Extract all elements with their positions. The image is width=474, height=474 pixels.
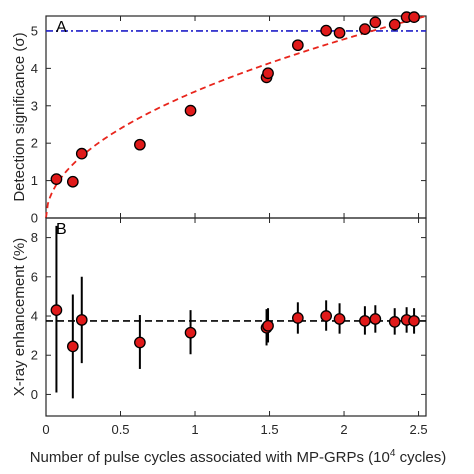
panel-a-frame (45, 15, 427, 219)
data-point-b (184, 326, 197, 339)
panel-a-ticks: 0 1 2 3 4 5 (31, 16, 426, 226)
x-tick-label: 2 (340, 422, 347, 437)
panel-a-lines (45, 15, 427, 219)
x-axis-title-exponent: 4 (390, 448, 396, 459)
x-axis-title-main: Number of pulse cycles associated with M… (30, 449, 390, 466)
panel-a-label: A (56, 19, 67, 36)
data-point-b (75, 314, 88, 326)
data-point-b (333, 313, 346, 325)
panel-b-ticks: 0 2 4 6 8 0 0.5 1 1.5 2 2.5 (31, 218, 428, 437)
y-tick-label-a: 4 (31, 61, 38, 76)
data-point-a (388, 18, 401, 31)
x-tick-label: 1 (191, 422, 198, 437)
y-tick-label-a: 3 (31, 98, 38, 113)
y-tick-label-a: 2 (31, 136, 38, 151)
y-axis-title-a: Detection significance (σ) (11, 32, 28, 201)
data-point-a (320, 24, 333, 37)
data-point-b (134, 336, 146, 349)
data-point-a (359, 23, 371, 35)
y-tick-label-b: 2 (31, 348, 38, 363)
data-point-a (291, 39, 304, 52)
panel-a: 0 1 2 3 4 5 A (31, 11, 427, 226)
fit-curve (45, 15, 427, 219)
data-point-a (262, 67, 274, 80)
data-point-a (75, 147, 88, 160)
y-tick-label-b: 4 (31, 309, 38, 324)
y-tick-label-b: 8 (31, 230, 38, 245)
x-tick-label: 2.5 (410, 422, 428, 437)
panel-b-frame (45, 217, 427, 417)
y-tick-label-a: 0 (31, 211, 38, 226)
data-point-b (388, 316, 401, 328)
y-tick-label-b: 0 (31, 387, 38, 402)
data-point-a (369, 16, 382, 29)
data-point-b (320, 310, 333, 322)
data-point-b (262, 319, 274, 332)
data-point-b (359, 315, 371, 327)
y-tick-label-a: 1 (31, 173, 38, 188)
x-axis-title: Number of pulse cycles associated with M… (30, 448, 447, 466)
data-point-b (291, 312, 304, 324)
y-tick-label-a: 5 (31, 23, 38, 38)
data-point-a (408, 11, 420, 23)
y-axis-title-b: X-ray enhancement (%) (11, 238, 28, 396)
data-point-a (66, 175, 79, 188)
data-point-a (50, 173, 63, 185)
data-point-b (66, 340, 79, 353)
x-axis-title-suffix: cycles) (395, 449, 446, 466)
data-point-b (369, 313, 382, 325)
data-point-a (184, 104, 197, 117)
data-point-b (408, 315, 420, 327)
data-point-a (134, 138, 146, 151)
data-point-a (333, 26, 346, 39)
x-tick-label: 1.5 (260, 422, 278, 437)
panel-b-points (50, 225, 420, 399)
data-point-b (50, 304, 63, 316)
y-tick-label-b: 6 (31, 269, 38, 284)
panel-b-label: B (56, 221, 67, 238)
panel-b: 0 2 4 6 8 0 0.5 1 1.5 2 2.5 B (31, 217, 428, 437)
panel-a-points (50, 11, 420, 188)
x-tick-label: 0 (42, 422, 49, 437)
x-tick-label: 0.5 (111, 422, 129, 437)
